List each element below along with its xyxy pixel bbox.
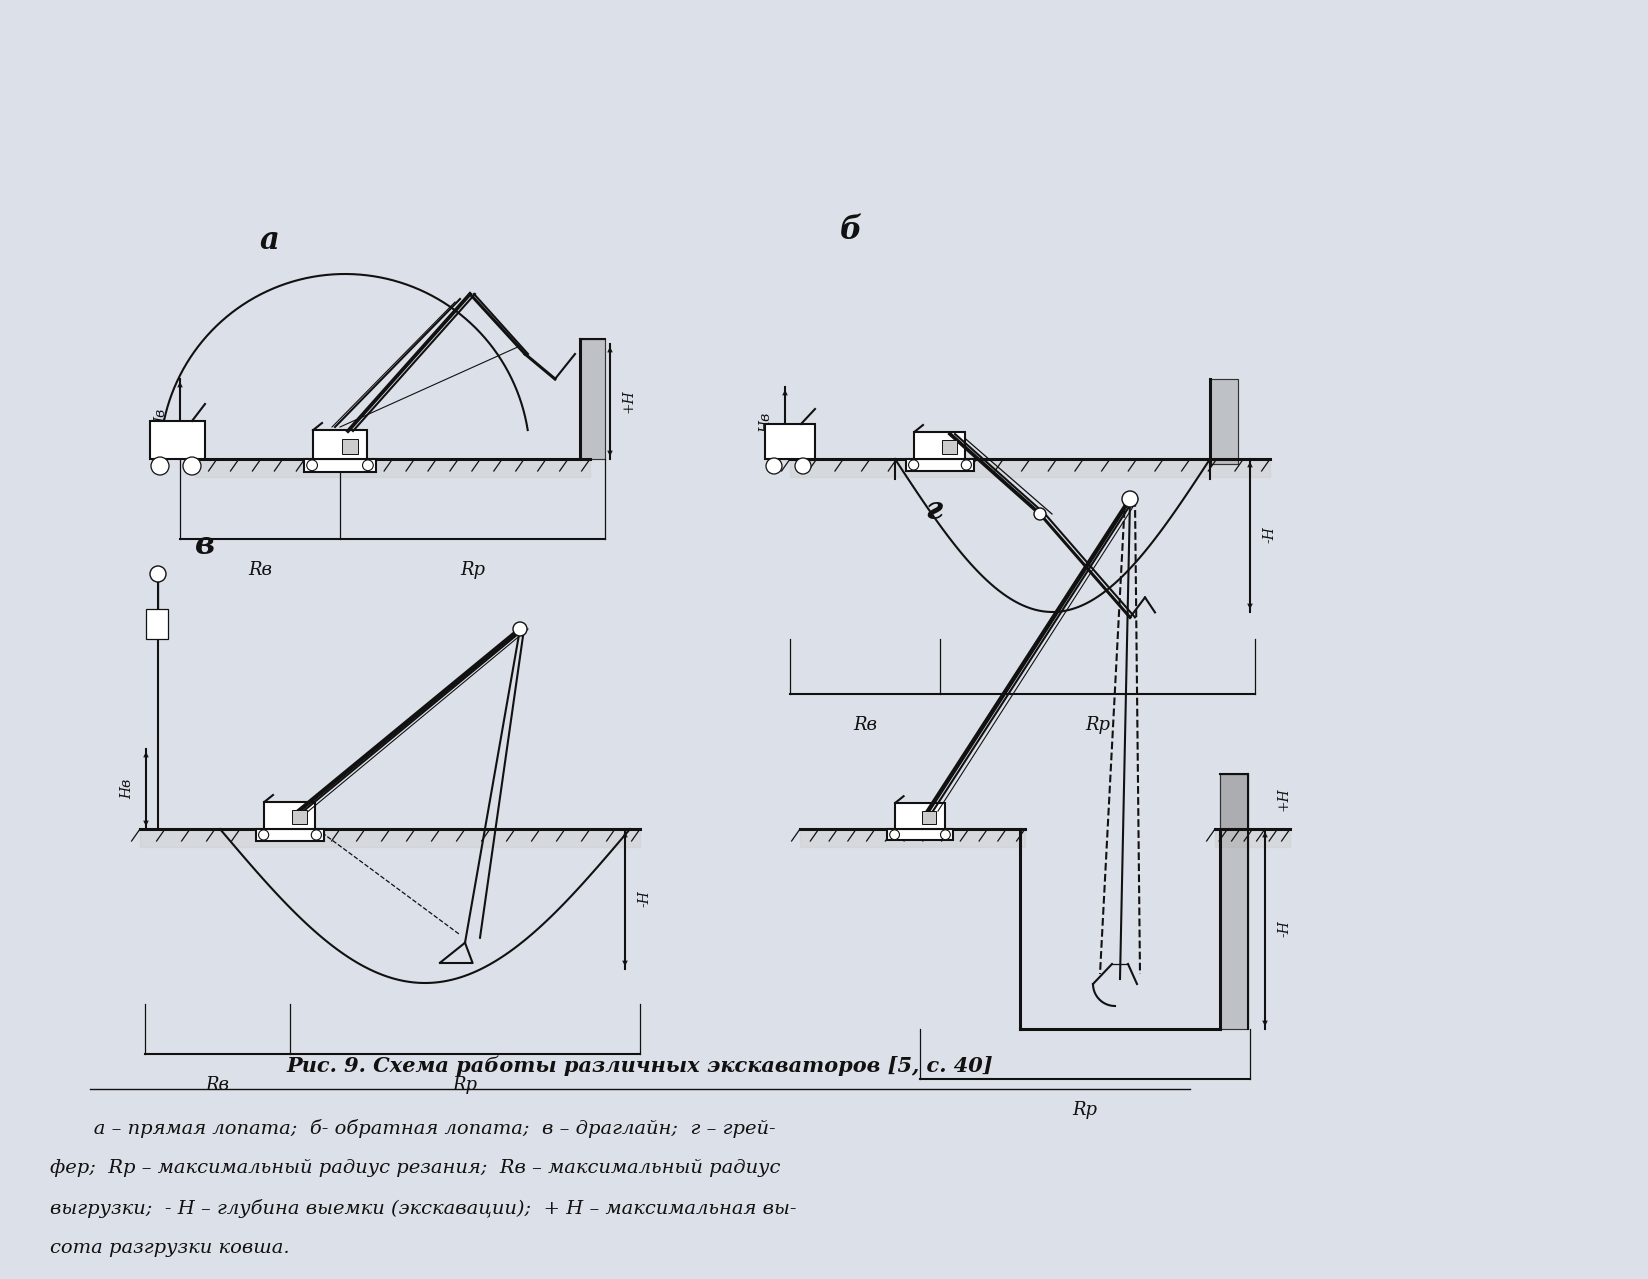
Bar xyxy=(905,459,974,471)
Polygon shape xyxy=(194,459,590,477)
Bar xyxy=(887,829,953,840)
Circle shape xyxy=(183,457,201,475)
Bar xyxy=(147,609,168,640)
Circle shape xyxy=(766,458,781,475)
Text: Rр: Rр xyxy=(452,1076,478,1094)
Bar xyxy=(255,829,323,840)
Text: Rр: Rр xyxy=(1071,1101,1098,1119)
Circle shape xyxy=(794,458,811,475)
Bar xyxy=(150,421,204,459)
Bar xyxy=(313,430,368,459)
Text: выгрузки;  - H – глубина выемки (экскавации);  + H – максимальная вы-: выгрузки; - H – глубина выемки (экскавац… xyxy=(49,1198,796,1218)
Bar xyxy=(915,432,966,459)
Bar xyxy=(303,459,376,472)
Circle shape xyxy=(363,460,372,471)
Circle shape xyxy=(307,460,318,471)
Text: Rр: Rр xyxy=(1084,716,1109,734)
Polygon shape xyxy=(1220,774,1248,1030)
Bar xyxy=(941,440,956,454)
Text: Рис. 9. Схема работы различных экскаваторов [5, с. 40]: Рис. 9. Схема работы различных экскавато… xyxy=(287,1055,992,1076)
Text: -H: -H xyxy=(1276,921,1290,938)
Circle shape xyxy=(1121,491,1137,506)
Polygon shape xyxy=(1220,774,1248,829)
Bar xyxy=(264,802,315,829)
Circle shape xyxy=(150,567,166,582)
Text: +H: +H xyxy=(1276,787,1290,811)
Polygon shape xyxy=(1215,829,1289,847)
Circle shape xyxy=(939,830,949,839)
Circle shape xyxy=(311,830,321,840)
Polygon shape xyxy=(1210,379,1238,464)
Polygon shape xyxy=(140,829,639,847)
Text: Hв: Hв xyxy=(153,409,168,430)
Text: а: а xyxy=(260,225,280,256)
Bar xyxy=(895,803,944,829)
Bar xyxy=(292,811,307,824)
Circle shape xyxy=(259,830,269,840)
Bar xyxy=(341,439,358,454)
Bar xyxy=(765,425,814,459)
Text: Hв: Hв xyxy=(120,779,133,799)
Text: -H: -H xyxy=(1261,526,1276,544)
Circle shape xyxy=(908,460,918,469)
Text: фер;  Rр – максимальный радиус резания;  Rв – максимальный радиус: фер; Rр – максимальный радиус резания; R… xyxy=(49,1159,780,1177)
Text: в: в xyxy=(194,530,214,561)
Circle shape xyxy=(1033,508,1045,521)
Text: г: г xyxy=(925,495,941,526)
Text: -H: -H xyxy=(636,890,651,907)
Text: Hв: Hв xyxy=(758,413,773,434)
Text: Rр: Rр xyxy=(460,561,485,579)
Polygon shape xyxy=(580,339,605,459)
Circle shape xyxy=(152,457,168,475)
Text: Rв: Rв xyxy=(206,1076,229,1094)
Text: Rв: Rв xyxy=(852,716,877,734)
Polygon shape xyxy=(799,829,1025,847)
Text: сота разгрузки ковша.: сота разгрузки ковша. xyxy=(49,1239,290,1257)
Text: а – прямая лопата;  б- обратная лопата;  в – драглайн;  г – грей-: а – прямая лопата; б- обратная лопата; в… xyxy=(74,1119,775,1138)
Polygon shape xyxy=(789,459,1269,477)
Circle shape xyxy=(513,622,527,636)
Circle shape xyxy=(961,460,971,469)
Bar xyxy=(921,811,936,824)
Circle shape xyxy=(890,830,898,839)
Text: б: б xyxy=(839,215,862,246)
Text: +H: +H xyxy=(621,389,636,413)
Text: Rв: Rв xyxy=(247,561,272,579)
